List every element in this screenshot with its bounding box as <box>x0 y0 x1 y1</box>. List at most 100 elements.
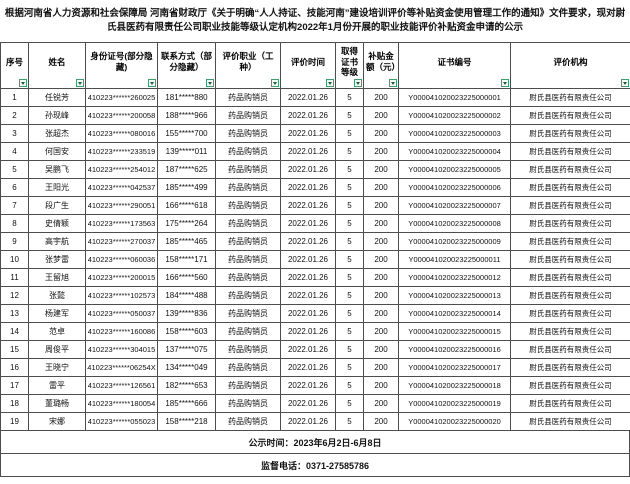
cell-subsidy-amount: 200 <box>363 268 399 287</box>
table-row: 6 王阳光 410223******042537 185*****499 药品购… <box>0 178 630 197</box>
filter-dropdown-icon[interactable] <box>501 79 509 87</box>
cell-serial: 2 <box>0 106 29 125</box>
table-row: 13 杨建军 410223******050037 139*****836 药品… <box>0 304 630 323</box>
cell-subsidy-amount: 200 <box>363 160 399 179</box>
cell-id-number: 410223******270037 <box>85 232 158 251</box>
header-id-number-label: 身份证号(部分隐藏) <box>90 51 153 72</box>
table-row: 4 何国安 410223******233519 139*****011 药品购… <box>0 142 630 161</box>
header-occupation-label: 评价职业（工种） <box>222 51 274 72</box>
table-row: 9 高宇航 410223******270037 185*****465 药品购… <box>0 232 630 251</box>
header-contact-label: 联系方式（部分隐藏） <box>160 51 212 72</box>
header-serial: 序号 <box>0 42 29 89</box>
header-eval-time: 评价时间 <box>280 42 336 89</box>
filter-dropdown-icon[interactable] <box>326 79 334 87</box>
cell-cert-level: 5 <box>335 196 364 215</box>
cell-serial: 4 <box>0 142 29 161</box>
table-row: 17 雷平 410223******126561 182*****653 药品购… <box>0 376 630 395</box>
cell-occupation: 药品购销员 <box>215 178 281 197</box>
filter-dropdown-icon[interactable] <box>19 79 27 87</box>
cell-institution: 尉氏县医药有限责任公司 <box>510 214 630 233</box>
filter-arrow-icon <box>623 81 627 85</box>
cell-id-number: 410223******126561 <box>85 376 158 395</box>
header-cert-number: 证书编号 <box>398 42 511 89</box>
cell-serial: 17 <box>0 376 29 395</box>
cell-cert-level: 5 <box>335 268 364 287</box>
cell-name: 张梦雷 <box>28 250 86 269</box>
cell-name: 孙现峰 <box>28 106 86 125</box>
table-row: 12 张懿 410223******102573 184*****488 药品购… <box>0 286 630 305</box>
filter-arrow-icon <box>356 81 360 85</box>
cell-subsidy-amount: 200 <box>363 178 399 197</box>
cell-cert-level: 5 <box>335 214 364 233</box>
filter-arrow-icon <box>273 81 277 85</box>
cell-name: 周俊平 <box>28 340 86 359</box>
cell-name: 史倩颖 <box>28 214 86 233</box>
table-row: 15 周俊平 410223******304015 137*****075 药品… <box>0 340 630 359</box>
cell-id-number: 410223******102573 <box>85 286 158 305</box>
supervision-phone-text: 监督电话：0371-27585786 <box>260 460 370 471</box>
cell-id-number: 410223******233519 <box>85 142 158 161</box>
filter-dropdown-icon[interactable] <box>206 79 214 87</box>
table-row: 16 王晓宁 410223******06254X 134*****049 药品… <box>0 358 630 377</box>
cell-contact: 187*****625 <box>157 160 216 179</box>
cell-serial: 13 <box>0 304 29 323</box>
cell-id-number: 410223******180054 <box>85 394 158 413</box>
cell-institution: 尉氏县医药有限责任公司 <box>510 340 630 359</box>
cell-id-number: 410223******200015 <box>85 268 158 287</box>
cell-occupation: 药品购销员 <box>215 196 281 215</box>
cell-contact: 139*****836 <box>157 304 216 323</box>
cell-eval-time: 2022.01.26 <box>280 286 336 305</box>
cell-eval-time: 2022.01.26 <box>280 178 336 197</box>
cell-name: 王晓宁 <box>28 358 86 377</box>
cell-occupation: 药品购销员 <box>215 250 281 269</box>
filter-dropdown-icon[interactable] <box>389 79 397 87</box>
cell-cert-number: Y000041020023225000006 <box>398 178 511 197</box>
filter-dropdown-icon[interactable] <box>621 79 629 87</box>
filter-dropdown-icon[interactable] <box>271 79 279 87</box>
cell-id-number: 410223******055023 <box>85 412 158 431</box>
cell-cert-number: Y000041020023225000015 <box>398 322 511 341</box>
cell-serial: 16 <box>0 358 29 377</box>
cell-name: 范卓 <box>28 322 86 341</box>
filter-arrow-icon <box>21 81 25 85</box>
filter-arrow-icon <box>78 81 82 85</box>
cell-cert-number: Y000041020023225000012 <box>398 268 511 287</box>
cell-occupation: 药品购销员 <box>215 268 281 287</box>
cell-eval-time: 2022.01.26 <box>280 394 336 413</box>
cell-id-number: 410223******160086 <box>85 322 158 341</box>
cell-id-number: 410223******254012 <box>85 160 158 179</box>
cell-name: 何国安 <box>28 142 86 161</box>
filter-dropdown-icon[interactable] <box>76 79 84 87</box>
cell-serial: 10 <box>0 250 29 269</box>
cell-institution: 尉氏县医药有限责任公司 <box>510 376 630 395</box>
header-subsidy-amount: 补贴金额（元） <box>363 42 399 89</box>
cell-serial: 5 <box>0 160 29 179</box>
cell-contact: 185*****666 <box>157 394 216 413</box>
cell-id-number: 410223******173563 <box>85 214 158 233</box>
cell-subsidy-amount: 200 <box>363 394 399 413</box>
cell-occupation: 药品购销员 <box>215 358 281 377</box>
cell-cert-number: Y000041020023225000011 <box>398 250 511 269</box>
cell-contact: 158*****218 <box>157 412 216 431</box>
cell-id-number: 410223******060036 <box>85 250 158 269</box>
cell-cert-number: Y000041020023225000016 <box>398 340 511 359</box>
cell-cert-level: 5 <box>335 322 364 341</box>
cell-occupation: 药品购销员 <box>215 340 281 359</box>
announcement-header: 根据河南省人力资源和社会保障局 河南省财政厅《关于明确“人人持证、技能河南”建设… <box>0 0 630 42</box>
cell-institution: 尉氏县医药有限责任公司 <box>510 232 630 251</box>
cell-cert-number: Y000041020023225000014 <box>398 304 511 323</box>
cell-subsidy-amount: 200 <box>363 196 399 215</box>
cell-subsidy-amount: 200 <box>363 286 399 305</box>
cell-name: 宋娜 <box>28 412 86 431</box>
cell-eval-time: 2022.01.26 <box>280 214 336 233</box>
filter-dropdown-icon[interactable] <box>354 79 362 87</box>
cell-contact: 166*****618 <box>157 196 216 215</box>
publicity-period-text: 公示时间：2023年6月2日-6月8日 <box>248 437 382 448</box>
filter-dropdown-icon[interactable] <box>148 79 156 87</box>
cell-cert-number: Y000041020023225000008 <box>398 214 511 233</box>
cell-subsidy-amount: 200 <box>363 106 399 125</box>
table-row: 1 任锐芳 410223******260025 181*****880 药品购… <box>0 88 630 107</box>
cell-contact: 175*****264 <box>157 214 216 233</box>
cell-id-number: 410223******06254X <box>85 358 158 377</box>
cell-serial: 8 <box>0 214 29 233</box>
